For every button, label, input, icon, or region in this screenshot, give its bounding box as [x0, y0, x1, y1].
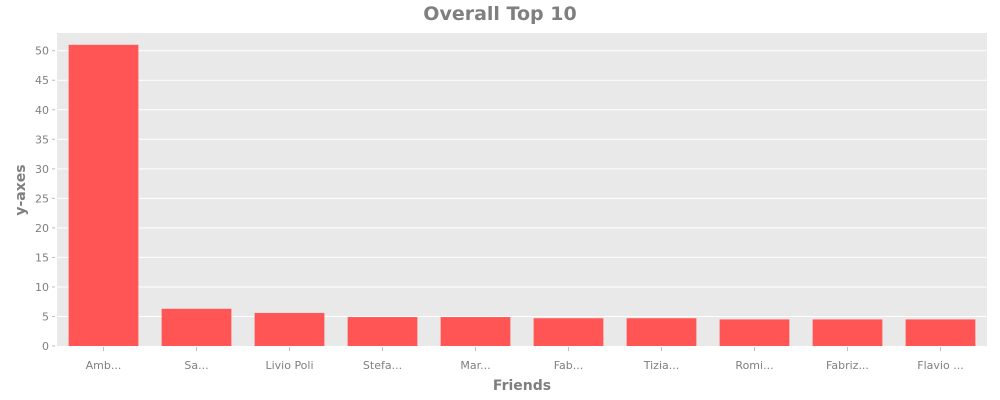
y-tick-label: 5 [42, 310, 49, 323]
y-tick-label: 10 [35, 281, 49, 294]
bar [254, 312, 325, 346]
bar [626, 318, 697, 346]
x-tick-label: Livio Poli [265, 359, 313, 372]
y-tick-label: 30 [35, 163, 49, 176]
bar [161, 308, 232, 346]
y-tick-label: 45 [35, 74, 49, 87]
y-tick-label: 35 [35, 133, 49, 146]
x-tick-label: Flavio ... [917, 359, 963, 372]
x-tick-label: Sa... [184, 359, 208, 372]
x-tick-label: Mar... [460, 359, 490, 372]
plot-background [57, 33, 987, 346]
x-axis-title: Friends [492, 378, 552, 394]
bar [68, 44, 139, 347]
x-tick-label: Fab... [554, 359, 584, 372]
y-tick-label: 15 [35, 251, 49, 264]
x-tick-label: Amb... [86, 359, 122, 372]
x-tick-label: Romi... [735, 359, 773, 372]
x-tick-label: Fabriz... [826, 359, 869, 372]
bar [440, 317, 511, 346]
y-tick-label: 25 [35, 192, 49, 205]
bar [719, 319, 790, 346]
bar [533, 318, 604, 346]
bar [347, 317, 418, 346]
y-tick-label: 20 [35, 222, 49, 235]
bar [905, 319, 976, 346]
x-tick-label: Stefa... [363, 359, 402, 372]
chart-title: Overall Top 10 [423, 3, 577, 25]
x-tick-label: Tizia... [643, 359, 680, 372]
y-tick-label: 50 [35, 45, 49, 58]
y-tick-label: 0 [42, 340, 49, 353]
y-tick-label: 40 [35, 104, 49, 117]
y-axis-title: y-axes [13, 164, 29, 216]
bar [812, 319, 883, 346]
